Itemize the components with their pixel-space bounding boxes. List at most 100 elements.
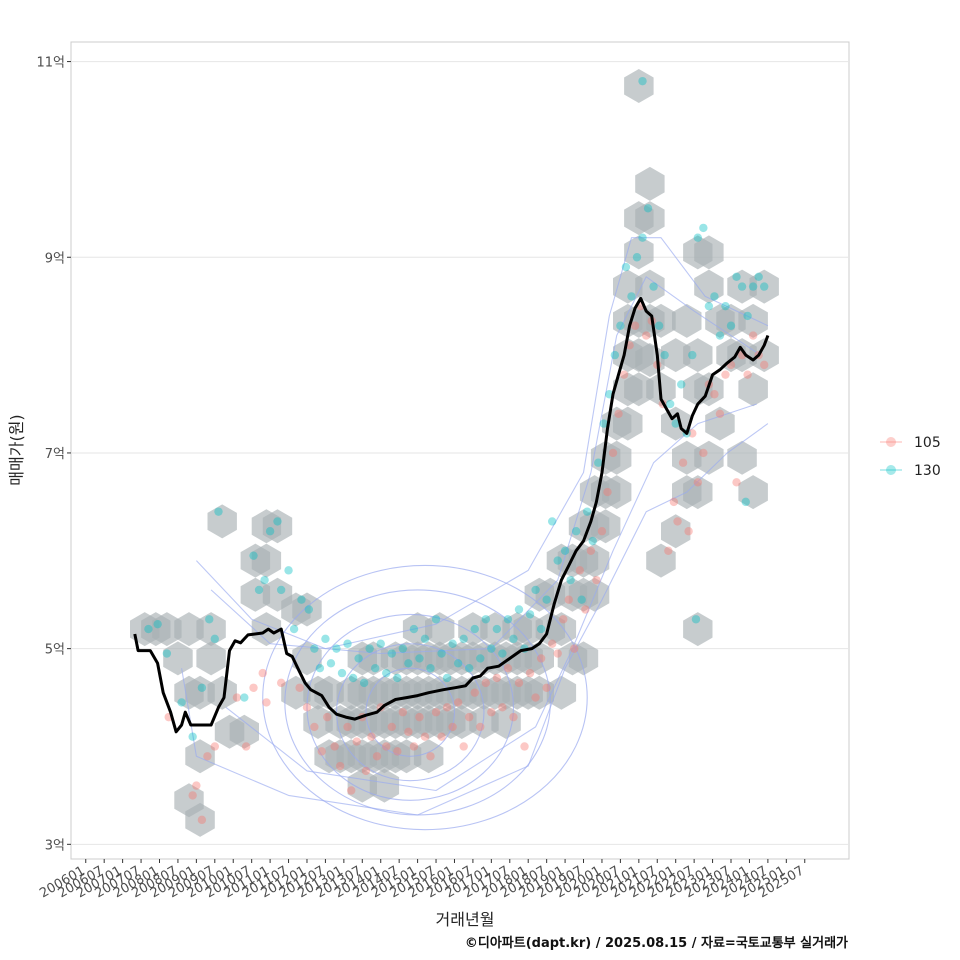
scatter-point-130 xyxy=(588,536,597,546)
scatter-point-130 xyxy=(754,272,763,282)
hexbin-cell xyxy=(546,612,577,647)
scatter-point-130 xyxy=(531,585,540,595)
hexbin-cell xyxy=(513,612,543,647)
scatter-point-105 xyxy=(673,517,682,526)
hexbin-cell xyxy=(661,514,691,549)
scatter-point-105 xyxy=(514,678,524,688)
scatter-point-130 xyxy=(177,698,186,707)
scatter-point-130 xyxy=(704,301,714,311)
scatter-point-105 xyxy=(258,668,267,678)
scatter-point-130 xyxy=(594,458,603,467)
scatter-point-130 xyxy=(476,654,485,663)
scatter-point-105 xyxy=(470,688,479,697)
scatter-point-130 xyxy=(566,575,575,585)
hexbin-cell xyxy=(672,303,702,338)
scatter-point-105 xyxy=(581,605,590,614)
hexbin-cell xyxy=(251,543,282,578)
hexbin-cell xyxy=(240,577,271,612)
hexbin-cell xyxy=(207,504,237,539)
scatter-point-130 xyxy=(359,678,369,688)
scatter-point-105 xyxy=(241,742,251,751)
hexbin-cell xyxy=(661,338,691,373)
scatter-point-130 xyxy=(376,639,385,648)
scatter-point-130 xyxy=(197,683,207,692)
scatter-point-130 xyxy=(210,634,220,644)
scatter-point-105 xyxy=(597,527,607,536)
x-axis-title: 거래년월 xyxy=(436,910,495,929)
scatter-point-130 xyxy=(144,624,153,634)
scatter-point-105 xyxy=(669,497,679,507)
hexbin-cell xyxy=(163,641,193,676)
scatter-point-105 xyxy=(642,331,651,340)
scatter-point-105 xyxy=(693,478,703,487)
scatter-point-105 xyxy=(614,409,623,419)
density-contour xyxy=(225,403,757,792)
scatter-point-130 xyxy=(387,649,396,658)
scatter-point-105 xyxy=(192,781,201,790)
scatter-point-105 xyxy=(619,370,629,379)
scatter-point-105 xyxy=(509,712,518,722)
scatter-point-130 xyxy=(205,615,214,624)
scatter-point-105 xyxy=(570,644,579,653)
scatter-point-130 xyxy=(188,732,197,741)
hexbin-cell xyxy=(694,440,724,475)
hexbin-cell xyxy=(602,475,632,510)
scatter-point-130 xyxy=(465,664,474,673)
scatter-point-105 xyxy=(759,360,769,370)
scatter-point-130 xyxy=(415,654,424,663)
hexbin-cell xyxy=(358,641,389,676)
scatter-point-130 xyxy=(553,556,562,565)
legend-130-swatch xyxy=(886,465,896,475)
scatter-point-130 xyxy=(214,507,223,516)
scatter-point-130 xyxy=(442,673,452,683)
scatter-point-105 xyxy=(197,815,207,825)
scatter-point-130 xyxy=(289,624,299,634)
scatter-point-105 xyxy=(437,732,446,741)
scatter-point-130 xyxy=(393,673,402,683)
scatter-point-105 xyxy=(481,678,491,688)
scatter-point-105 xyxy=(699,448,708,458)
scatter-point-130 xyxy=(365,644,374,653)
scatter-point-105 xyxy=(559,615,568,624)
x-tick-labels: 2006012006072007012007072008012008072009… xyxy=(37,859,807,901)
hexbin-cell xyxy=(683,338,713,373)
scatter-point-105 xyxy=(330,742,339,751)
hexbin-cell xyxy=(705,406,735,441)
scatter-point-105 xyxy=(721,370,730,379)
scatter-point-130 xyxy=(254,585,264,595)
hexbin-cell xyxy=(185,802,215,837)
scatter-point-130 xyxy=(420,634,430,644)
scatter-point-105 xyxy=(536,654,546,663)
scatter-point-130 xyxy=(498,649,507,658)
scatter-point-105 xyxy=(710,390,719,399)
hexbin-cell xyxy=(749,269,779,304)
scatter-point-130 xyxy=(265,527,275,536)
hexbin-cell xyxy=(749,338,779,373)
scatter-point-130 xyxy=(426,664,435,673)
hexbin-cell xyxy=(369,768,400,803)
scatter-point-105 xyxy=(347,786,356,795)
scatter-point-130 xyxy=(370,664,380,673)
density-contour xyxy=(306,613,515,801)
hexbin-cell xyxy=(646,543,676,578)
scatter-point-130 xyxy=(315,664,325,673)
scatter-point-105 xyxy=(426,752,435,761)
moving-average-line xyxy=(133,296,770,734)
scatter-point-105 xyxy=(465,712,474,722)
scatter-point-130 xyxy=(638,233,647,242)
scatter-point-130 xyxy=(448,639,457,648)
scatter-point-130 xyxy=(621,262,631,272)
hexbin-cell xyxy=(624,235,654,270)
scatter-point-130 xyxy=(577,595,586,604)
hexbin-cell xyxy=(262,509,293,544)
hexbin-cell xyxy=(546,675,577,710)
scatter-point-130 xyxy=(571,527,581,536)
legend-105-swatch xyxy=(886,437,896,447)
scatter-point-130 xyxy=(759,282,769,291)
scatter-point-130 xyxy=(721,301,730,311)
scatter-point-105 xyxy=(492,673,502,683)
hexbin-cell xyxy=(672,440,702,475)
scatter-point-130 xyxy=(509,634,518,644)
scatter-point-130 xyxy=(643,204,653,213)
legend: 105 130 xyxy=(880,435,941,479)
